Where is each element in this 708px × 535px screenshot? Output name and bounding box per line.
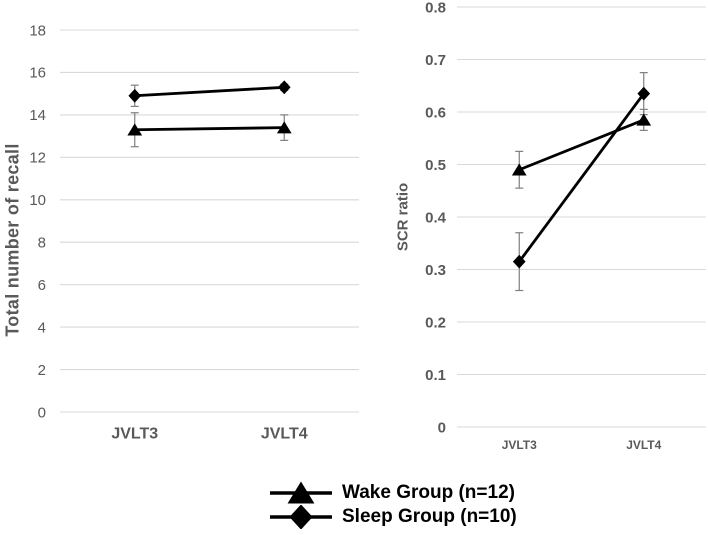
y-tick-label: 0.3	[425, 262, 446, 279]
legend-label: Wake Group (n=12)	[342, 482, 515, 503]
right-y-axis-title: SCR ratio	[394, 182, 412, 252]
triangle-data-marker	[636, 113, 652, 126]
legend: Wake Group (n=12) Sleep Group (n=10)	[268, 481, 517, 529]
y-tick-label: 0.6	[425, 104, 446, 121]
y-tick-label: 10	[29, 192, 46, 209]
legend-triangle	[287, 481, 315, 504]
y-tick-label: 0.4	[425, 209, 447, 226]
diamond-data-marker	[637, 86, 651, 101]
right-chart-panel: 0 0.1 0.2 0.3 0.4 0.5 0.6 0.7 0.8 JVLT3 JVLT4	[425, 0, 706, 452]
legend-item: Sleep Group (n=10)	[268, 505, 517, 529]
y-tick-label: 0.8	[425, 0, 446, 16]
y-tick-label: 18	[29, 22, 46, 39]
series-line	[518, 118, 645, 172]
triangle-data-marker	[127, 123, 143, 136]
x-category-label: JVLT3	[111, 426, 158, 443]
series-line	[134, 126, 285, 132]
legend-diamond	[289, 505, 313, 529]
series-line	[134, 85, 285, 98]
series-line	[518, 92, 645, 263]
legend-label: Sleep Group (n=10)	[342, 506, 517, 527]
y-tick-label: 0	[38, 404, 46, 421]
diamond-data-marker	[512, 254, 526, 269]
triangle-data-marker	[276, 121, 292, 134]
legend-marker-triangle-icon	[270, 481, 332, 504]
legend-marker-diamond-icon	[270, 505, 332, 529]
y-tick-label: 0.7	[425, 52, 446, 69]
y-tick-label: 0.5	[425, 157, 446, 174]
x-category-label: JVLT3	[502, 438, 537, 452]
y-tick-label: 6	[38, 277, 46, 294]
y-tick-label: 12	[29, 150, 46, 167]
y-tick-label: 14	[29, 107, 46, 124]
legend-item: Wake Group (n=12)	[268, 481, 517, 505]
y-tick-label: 2	[38, 362, 46, 379]
y-tick-label: 4	[38, 319, 46, 336]
y-tick-label: 8	[38, 234, 46, 251]
y-tick-label: 0	[438, 419, 446, 436]
left-chart-panel: 0 2 4 6 8 10 12 14 16 18 JVLT3 JVLT4	[29, 22, 359, 443]
y-tick-label: 0.1	[425, 367, 446, 384]
diamond-data-marker	[128, 88, 142, 103]
x-category-label: JVLT4	[261, 426, 308, 443]
x-category-label: JVLT4	[626, 438, 661, 452]
diamond-data-marker	[277, 80, 291, 95]
triangle-data-marker	[511, 163, 527, 176]
charts-canvas: 0 2 4 6 8 10 12 14 16 18 JVLT3 JVLT4 0 0.1 0.2 0.3 0.4 0.…	[29, 0, 706, 452]
left-y-axis-title: Total number of recall	[2, 143, 23, 337]
y-tick-label: 0.2	[425, 314, 446, 331]
y-tick-label: 16	[29, 65, 46, 82]
